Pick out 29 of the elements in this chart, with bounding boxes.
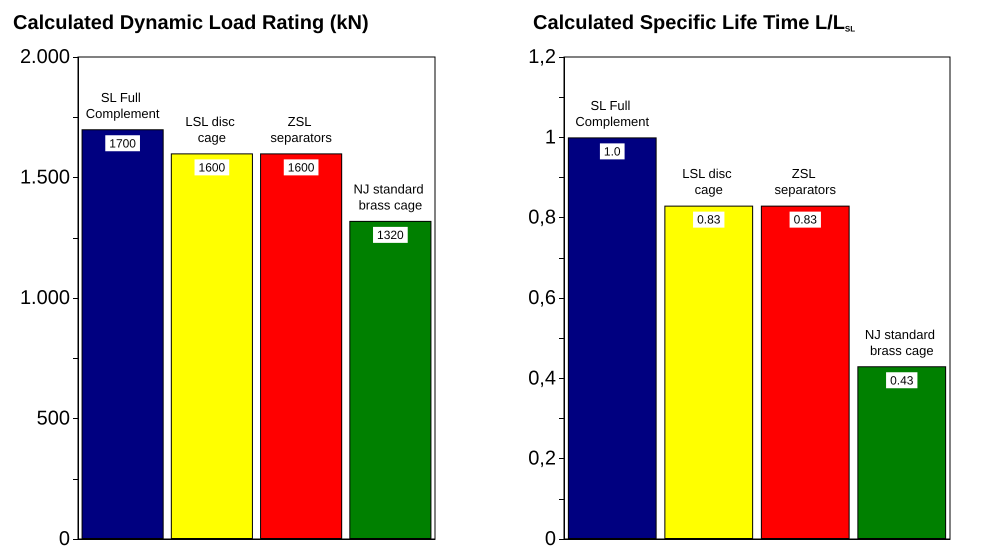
data-label: 0.43: [890, 373, 914, 388]
x-tick-label: ZSL separators: [774, 166, 836, 198]
y-tick-label: 0,2: [528, 448, 556, 470]
y-tick-label: 0,4: [528, 367, 556, 390]
y-tick-label: 0,6: [528, 287, 556, 309]
y-tick-label: 0: [58, 528, 70, 550]
x-tick-label: ZSL separators: [270, 114, 332, 145]
y-tick-label: 0: [544, 528, 556, 550]
y-tick-label: 1,2: [528, 46, 556, 68]
data-label: 0.83: [794, 212, 818, 227]
data-label: 1600: [288, 160, 315, 174]
y-tick-label: 500: [36, 408, 70, 430]
y-tick-label: 0,8: [528, 206, 556, 229]
data-label: 1320: [377, 228, 404, 242]
x-tick-label: NJ standard brass cage: [864, 326, 939, 358]
chart-title: Calculated Dynamic Load Rating (kN): [13, 12, 369, 34]
y-tick-label: 1.500: [20, 166, 70, 188]
data-label: 1700: [109, 136, 136, 150]
y-tick-label: 1: [544, 126, 556, 148]
x-tick-label: NJ standard brass cage: [354, 181, 428, 212]
data-label: 1.0: [604, 144, 621, 158]
x-tick-label: LSL disc cage: [185, 114, 238, 145]
data-label: 1600: [198, 160, 226, 174]
y-tick-label: 1.000: [20, 287, 70, 309]
x-tick-label: SL Full Complement: [86, 90, 160, 121]
x-tick-label: LSL disc cage: [682, 166, 736, 198]
data-label: 0.83: [697, 212, 721, 227]
y-tick-label: 2.000: [20, 46, 70, 68]
x-tick-label: SL Full Complement: [575, 98, 650, 129]
